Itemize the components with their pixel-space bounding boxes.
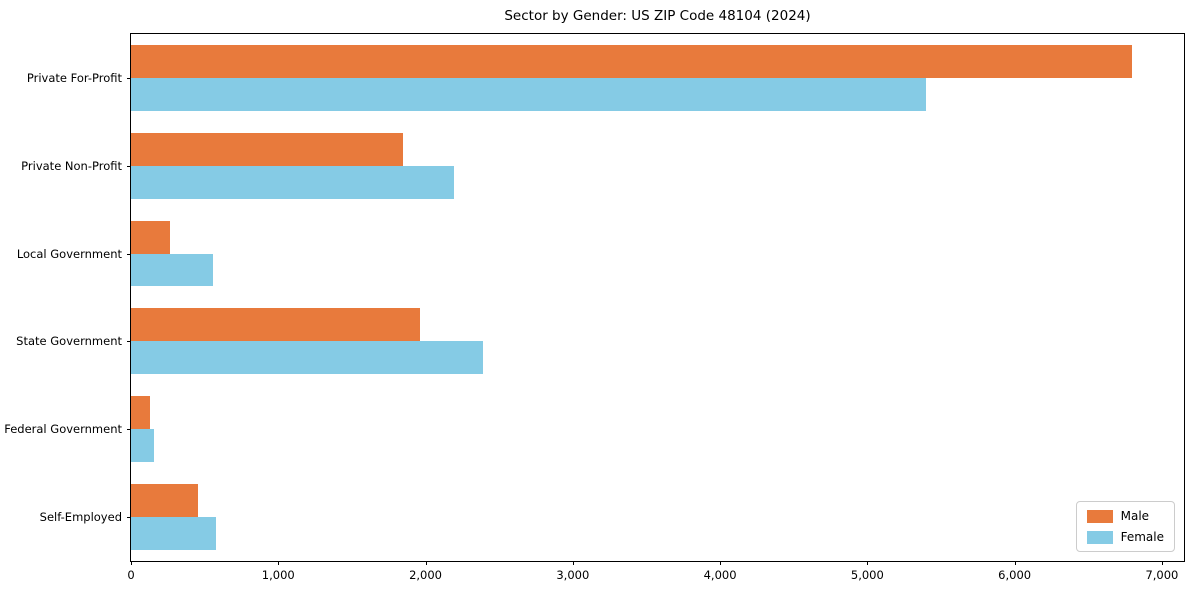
y-axis-tick bbox=[127, 253, 131, 255]
x-axis-tick bbox=[1161, 561, 1163, 565]
legend-swatch-icon bbox=[1086, 530, 1113, 544]
category-row: Self-Employed bbox=[40, 473, 1184, 561]
legend-swatch-icon bbox=[1086, 509, 1113, 523]
y-axis-tick bbox=[127, 165, 131, 167]
bar-female bbox=[131, 341, 483, 375]
bar-male bbox=[131, 220, 171, 254]
x-axis-tick-label: 3,000 bbox=[556, 568, 590, 582]
category-label: Private Non-Profit bbox=[21, 158, 122, 173]
bar-female bbox=[131, 517, 216, 550]
category-label: Local Government bbox=[16, 246, 122, 261]
x-axis-tick bbox=[867, 561, 869, 565]
bar-male bbox=[131, 308, 420, 342]
x-axis-tick bbox=[131, 561, 132, 565]
bar-rows: Private For-Profit Private Non-Profit Loca… bbox=[4, 34, 1184, 561]
bar-male bbox=[131, 396, 151, 430]
x-axis-tick-label: 6,000 bbox=[998, 568, 1032, 582]
y-axis-tick bbox=[127, 429, 131, 431]
x-axis-tick-label: 2,000 bbox=[409, 568, 442, 582]
chart-title: Sector by Gender: US ZIP Code 48104 (202… bbox=[504, 8, 811, 24]
legend-label: Male bbox=[1120, 509, 1150, 523]
legend-label: Female bbox=[1120, 530, 1164, 544]
category-row: Federal Government bbox=[4, 385, 1184, 473]
category-label: State Government bbox=[16, 334, 122, 349]
y-axis-tick bbox=[127, 77, 131, 79]
x-axis-tick-label: 0 bbox=[127, 568, 135, 582]
bar-female bbox=[131, 429, 154, 463]
plot-area: Private For-Profit Private Non-Profit Loca… bbox=[4, 33, 1185, 582]
x-axis-tick bbox=[278, 561, 280, 565]
bar-female bbox=[131, 165, 454, 199]
x-axis-tick-label: 7,000 bbox=[1145, 568, 1179, 582]
x-axis-tick bbox=[720, 561, 722, 565]
legend: Male Female bbox=[1075, 501, 1175, 552]
y-axis-tick bbox=[127, 341, 131, 343]
bar-male bbox=[131, 484, 198, 518]
bar-male bbox=[131, 132, 404, 166]
x-axis-tick-label: 5,000 bbox=[850, 568, 884, 582]
category-label: Self-Employed bbox=[39, 510, 122, 525]
x-axis-tick-label: 4,000 bbox=[703, 568, 737, 582]
bar-male bbox=[131, 44, 1133, 78]
bar-female bbox=[131, 253, 214, 287]
category-row: Private For-Profit bbox=[27, 34, 1184, 122]
legend-item: Male bbox=[1086, 509, 1164, 523]
category-label: Private For-Profit bbox=[26, 70, 122, 85]
category-row: Local Government bbox=[17, 210, 1184, 298]
category-label: Federal Government bbox=[4, 422, 122, 437]
bar-female bbox=[131, 77, 927, 111]
x-axis-tick bbox=[425, 561, 427, 565]
x-axis-tick bbox=[572, 561, 574, 565]
category-row: Private Non-Profit bbox=[21, 122, 1184, 210]
category-row: State Government bbox=[16, 297, 1184, 385]
x-axis-tick-label: 1,000 bbox=[261, 568, 295, 582]
y-axis-tick bbox=[127, 517, 131, 519]
legend-item: Female bbox=[1086, 530, 1164, 544]
x-axis-tick bbox=[1014, 561, 1016, 565]
